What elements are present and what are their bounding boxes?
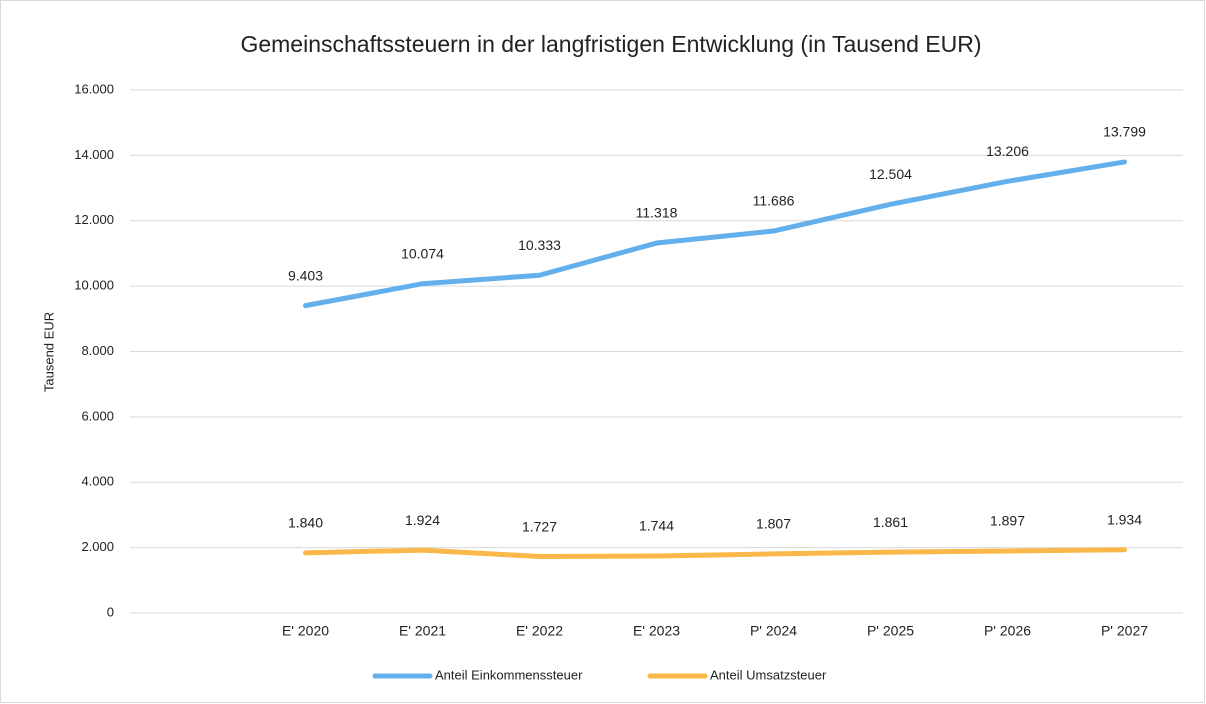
data-label: 1.744 [639,518,674,534]
x-tick-label: E' 2023 [633,623,680,639]
data-label: 1.924 [405,512,440,528]
data-label: 11.318 [636,205,678,221]
chart-title: Gemeinschaftssteuern in der langfristige… [240,31,981,57]
data-label: 13.799 [1103,124,1146,140]
x-tick-label: P' 2026 [984,623,1031,639]
legend-label: Anteil Einkommenssteuer [435,667,583,682]
data-label: 1.840 [288,515,323,531]
series-line [303,159,1127,309]
x-tick-label: P' 2025 [867,623,914,639]
y-tick-label: 6.000 [81,408,114,423]
data-label: 1.934 [1107,511,1142,527]
y-axis-label: Tausend EUR [41,312,56,392]
x-tick-label: E' 2022 [516,623,563,639]
y-tick-label: 0 [107,604,114,619]
data-label: 10.333 [518,237,561,253]
data-label: 10.074 [401,245,444,261]
data-label: 11.686 [753,193,795,209]
x-tick-label: P' 2027 [1101,623,1148,639]
data-label: 1.861 [873,514,908,530]
y-tick-label: 12.000 [74,212,114,227]
x-tick-label: E' 2020 [282,623,329,639]
data-label: 13.206 [986,143,1029,159]
series-line [303,547,1127,560]
y-tick-label: 4.000 [81,474,114,489]
y-tick-label: 10.000 [74,278,114,293]
data-label: 1.897 [990,513,1025,529]
data-label: 1.727 [522,518,557,534]
data-label: 9.403 [288,267,323,283]
data-label: 1.807 [756,516,791,532]
data-label: 12.504 [869,166,912,182]
y-tick-label: 16.000 [74,81,114,96]
y-tick-label: 14.000 [74,147,114,162]
legend-label: Anteil Umsatzsteuer [710,667,827,682]
y-tick-label: 8.000 [81,343,114,358]
y-tick-label: 2.000 [81,539,114,554]
x-tick-label: P' 2024 [750,623,797,639]
x-tick-label: E' 2021 [399,623,446,639]
